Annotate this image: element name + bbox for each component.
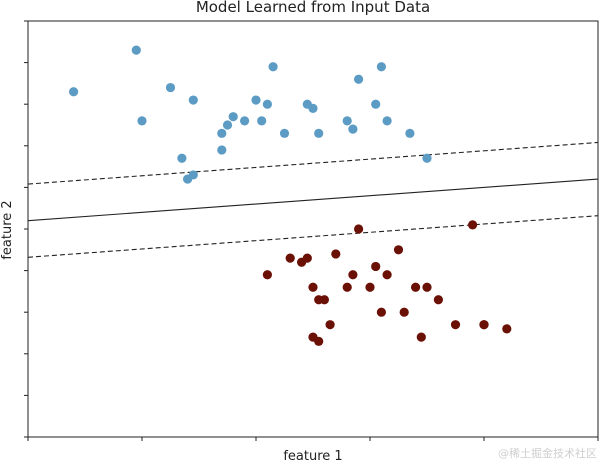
plot-frame <box>27 20 599 438</box>
upper-margin-line <box>28 141 598 185</box>
data-point-class-1 <box>376 307 386 317</box>
series-0 <box>69 45 432 184</box>
data-point-class-0 <box>279 128 290 138</box>
data-point-class-1 <box>342 282 352 292</box>
data-point-class-1 <box>319 295 329 305</box>
data-point-class-1 <box>416 332 426 342</box>
data-point-class-0 <box>131 45 141 55</box>
data-point-class-0 <box>376 62 386 72</box>
data-point-class-1 <box>502 324 512 334</box>
series-1 <box>262 220 512 346</box>
plot-area <box>24 20 599 441</box>
data-point-class-1 <box>262 270 272 280</box>
data-point-class-0 <box>188 95 198 105</box>
data-point-class-1 <box>382 270 392 280</box>
lower-margin-line <box>28 215 598 258</box>
data-point-class-1 <box>422 282 432 292</box>
data-point-class-1 <box>348 270 358 280</box>
data-point-class-0 <box>257 116 267 126</box>
data-point-class-0 <box>240 116 250 126</box>
data-point-class-0 <box>314 128 324 138</box>
data-point-class-1 <box>325 320 335 330</box>
data-point-class-0 <box>177 153 187 163</box>
data-point-class-1 <box>450 320 461 330</box>
x-axis-label: feature 1 <box>283 449 342 461</box>
data-point-class-1 <box>302 253 312 263</box>
data-point-class-0 <box>342 116 352 126</box>
data-point-class-0 <box>308 103 318 113</box>
data-point-class-0 <box>268 62 278 72</box>
data-point-class-0 <box>371 99 381 109</box>
y-axis-label: feature 2 <box>0 200 15 259</box>
data-point-class-0 <box>382 116 392 126</box>
data-point-class-0 <box>422 153 432 163</box>
data-point-class-1 <box>393 245 404 255</box>
watermark: @稀土掘金技术社区 <box>498 446 597 460</box>
data-point-class-0 <box>137 116 147 126</box>
data-point-class-0 <box>262 99 272 109</box>
data-point-class-1 <box>433 295 443 305</box>
data-point-class-1 <box>308 332 318 342</box>
plot-content <box>28 45 598 346</box>
data-point-class-0 <box>228 112 238 122</box>
data-point-class-1 <box>479 320 489 330</box>
data-point-class-1 <box>365 282 375 292</box>
data-point-class-0 <box>217 145 227 155</box>
data-point-class-1 <box>399 307 409 317</box>
data-point-class-1 <box>371 261 381 272</box>
data-point-class-0 <box>165 82 176 93</box>
data-point-class-0 <box>217 128 227 138</box>
data-point-class-1 <box>411 282 421 292</box>
data-point-class-0 <box>183 174 193 184</box>
data-point-class-1 <box>354 224 364 234</box>
data-point-class-0 <box>251 95 261 105</box>
data-point-class-0 <box>354 74 364 84</box>
data-point-class-0 <box>405 128 415 138</box>
data-point-class-0 <box>222 120 233 130</box>
data-point-class-1 <box>468 220 478 230</box>
data-point-class-1 <box>308 282 318 292</box>
data-point-class-1 <box>331 249 341 259</box>
data-point-class-0 <box>348 124 358 134</box>
data-point-class-1 <box>285 253 295 263</box>
decision-boundary-line <box>28 178 598 222</box>
data-point-class-0 <box>69 87 79 97</box>
chart-title: Model Learned from Input Data <box>196 0 430 16</box>
